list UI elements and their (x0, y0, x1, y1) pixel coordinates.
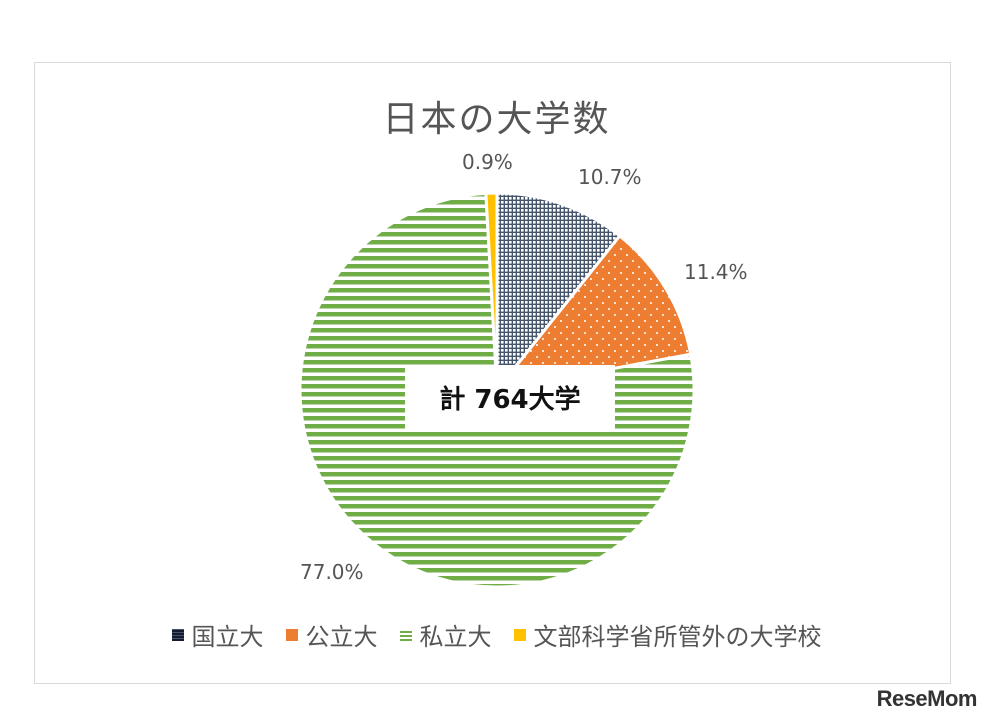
total-label: 計 764大学 (405, 365, 615, 429)
legend-label-4: 文部科学省所管外の大学校 (533, 623, 822, 651)
data-label-4: 0.9% (462, 150, 513, 174)
data-label-2: 11.4% (684, 260, 748, 284)
legend-swatch-2 (285, 628, 298, 641)
legend-swatch-3 (399, 628, 412, 641)
pie-slice-1 (495, 191, 622, 395)
legend-swatch-1 (171, 628, 184, 641)
legend-item-1: 国立大 (171, 617, 264, 652)
legend-label-3: 私立大 (419, 623, 492, 651)
legend-swatch-4 (513, 628, 526, 641)
chart-title: 日本の大学数 (382, 99, 611, 140)
legend-label-2: 公立大 (305, 623, 378, 651)
pie-slice-2 (493, 233, 693, 393)
watermark-logo: ReseMom (876, 686, 978, 711)
data-label-1: 10.7% (578, 165, 642, 189)
legend: 国立大 公立大 私立大 文部科学省所管外の大学校 (0, 617, 993, 652)
legend-item-4: 文部科学省所管外の大学校 (513, 617, 822, 652)
pie-slice-4 (484, 191, 499, 391)
legend-label-1: 国立大 (191, 623, 264, 651)
legend-item-3: 私立大 (399, 617, 492, 652)
data-label-3: 77.0% (300, 560, 364, 584)
legend-item-2: 公立大 (285, 617, 378, 652)
